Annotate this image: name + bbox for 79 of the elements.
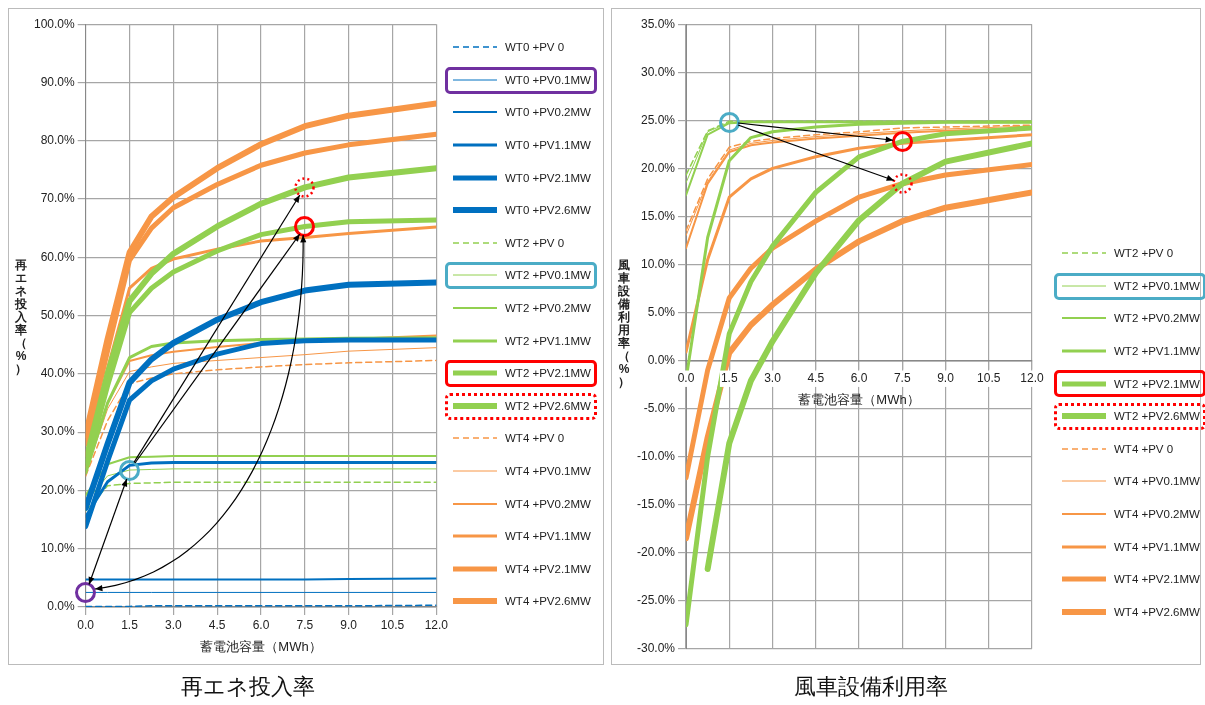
x-tick-label: 1.5 <box>121 617 139 632</box>
legend-label: WT2 +PV 0 <box>505 236 565 249</box>
y-tick-label: 30.0% <box>640 64 676 79</box>
x-tick-label: 4.5 <box>807 371 825 386</box>
text: 再エネ投入率（%） <box>15 258 27 376</box>
y-tick-label: -20.0% <box>636 545 676 560</box>
y-tick-label: 70.0% <box>40 191 76 206</box>
legend-label: WT2 +PV0.2MW <box>1114 312 1200 325</box>
legend-label: WT2 +PV2.6MW <box>1114 410 1200 423</box>
legend-label: WT4 +PV1.1MW <box>1114 540 1200 553</box>
y-tick-label: 80.0% <box>40 133 76 148</box>
legend-label: WT4 +PV0.1MW <box>505 465 591 478</box>
legend-label: WT2 +PV2.1MW <box>1114 377 1200 390</box>
x-tick-label: 1.5 <box>720 371 738 386</box>
legend-label: WT4 +PV1.1MW <box>505 530 591 543</box>
y-tick-label: 20.0% <box>40 482 76 497</box>
y-tick-label: 25.0% <box>640 112 676 127</box>
x-tick-label: 6.0 <box>252 617 270 632</box>
legend-label: WT4 +PV2.1MW <box>505 562 591 575</box>
legend-label: WT4 +PV0.1MW <box>1114 475 1200 488</box>
y-tick-label: 15.0% <box>640 208 676 223</box>
x-tick-label: 12.0 <box>424 617 449 632</box>
x-tick-label: 0.0 <box>77 617 95 632</box>
y-tick-label: 20.0% <box>640 160 676 175</box>
y-tick-label: 10.0% <box>40 541 76 556</box>
legend-label: WT2 +PV2.6MW <box>505 399 591 412</box>
y-tick-label: 0.0% <box>647 352 676 367</box>
text: 風車設備利用率 <box>793 673 949 701</box>
legend-label: WT4 +PV0.2MW <box>1114 508 1200 521</box>
y-tick-label: 90.0% <box>40 74 76 89</box>
y-tick-label: 50.0% <box>40 307 76 322</box>
legend-label: WT0 +PV2.6MW <box>505 204 591 217</box>
legend-label: WT2 +PV0.2MW <box>505 302 591 315</box>
legend-label: WT2 +PV0.1MW <box>1114 279 1200 292</box>
legend-label: WT4 +PV2.6MW <box>1114 605 1200 618</box>
x-tick-label: 10.5 <box>977 371 1001 386</box>
legend-label: WT0 +PV0.2MW <box>505 106 591 119</box>
x-axis-title: 蓄電池容量（MWh） <box>798 392 920 408</box>
x-tick-label: 10.5 <box>380 617 405 632</box>
y-tick-label: 100.0% <box>34 16 76 31</box>
legend-label: WT4 +PV 0 <box>505 432 565 445</box>
y-tick-label: 30.0% <box>40 424 76 439</box>
y-tick-label: -30.0% <box>636 641 676 656</box>
x-tick-label: 3.0 <box>165 617 183 632</box>
legend-label: WT2 +PV 0 <box>1114 247 1174 260</box>
text: 再エネ投入率 <box>180 673 316 701</box>
y-tick-label: 0.0% <box>47 599 76 614</box>
y-tick-label: -25.0% <box>636 593 676 608</box>
y-tick-label: 40.0% <box>40 366 76 381</box>
y-tick-label: -15.0% <box>636 496 676 511</box>
x-tick-label: 9.0 <box>937 371 955 386</box>
legend-label: WT0 +PV1.1MW <box>505 139 591 152</box>
x-axis-title: 蓄電池容量（MWh） <box>200 638 322 654</box>
legend-label: WT4 +PV2.6MW <box>505 595 591 608</box>
legend-label: WT0 +PV0.1MW <box>505 73 591 86</box>
y-tick-label: 60.0% <box>40 249 76 264</box>
legend-label: WT4 +PV 0 <box>1114 442 1174 455</box>
x-tick-label: 7.5 <box>893 371 911 386</box>
x-tick-label: 9.0 <box>340 617 358 632</box>
x-tick-label: 3.0 <box>764 371 782 386</box>
legend-label: WT0 +PV2.1MW <box>505 171 591 184</box>
y-tick-label: 10.0% <box>640 256 676 271</box>
x-tick-label: 4.5 <box>208 617 226 632</box>
y-tick-label: 35.0% <box>640 16 676 31</box>
text: 風車設備利用率（%） <box>618 258 630 389</box>
y-tick-label: -5.0% <box>643 400 676 415</box>
x-tick-label: 7.5 <box>296 617 314 632</box>
legend-label: WT4 +PV0.2MW <box>505 497 591 510</box>
legend-label: WT2 +PV1.1MW <box>505 334 591 347</box>
x-tick-label: 0.0 <box>677 371 695 386</box>
legend-label: WT2 +PV2.1MW <box>505 367 591 380</box>
legend-label: WT2 +PV1.1MW <box>1114 345 1200 358</box>
y-tick-label: -10.0% <box>636 448 676 463</box>
legend-label: WT2 +PV0.1MW <box>505 269 591 282</box>
legend-label: WT0 +PV 0 <box>505 41 565 54</box>
x-tick-label: 12.0 <box>1020 371 1044 386</box>
legend-label: WT4 +PV2.1MW <box>1114 573 1200 586</box>
y-tick-label: 5.0% <box>647 304 676 319</box>
x-tick-label: 6.0 <box>850 371 868 386</box>
